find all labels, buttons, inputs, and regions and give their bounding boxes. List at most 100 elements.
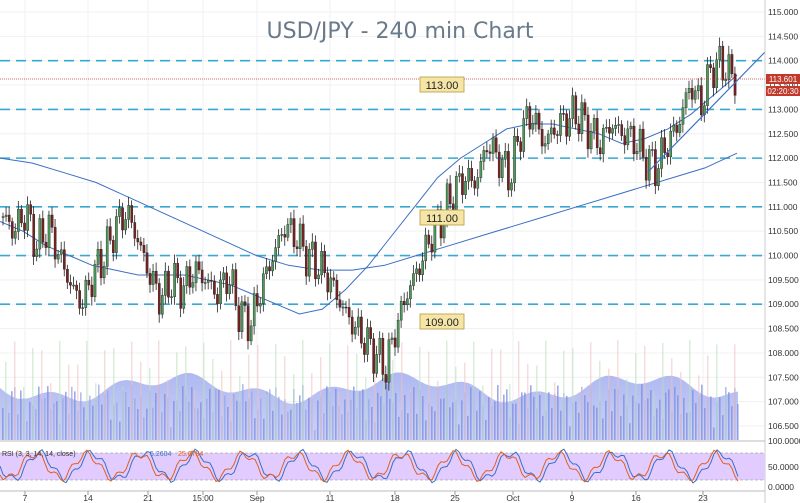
moving-average-slow: [0, 152, 738, 271]
volume-bar: [737, 404, 739, 440]
candle-body: [608, 127, 611, 134]
candle-body: [173, 262, 176, 297]
volume-bar: [425, 420, 427, 440]
volume-bar: [2, 407, 4, 440]
volume-bar: [542, 415, 544, 440]
volume-bar: [728, 392, 730, 440]
volume-spike: [239, 376, 241, 440]
volume-bar: [575, 401, 577, 440]
volume-spike: [500, 349, 502, 440]
candle-body: [219, 279, 222, 304]
volume-bar: [395, 392, 397, 440]
volume-bar: [389, 398, 391, 440]
candle-body: [580, 102, 584, 134]
volume-spike: [653, 391, 655, 440]
candle-body: [556, 134, 559, 136]
candle-body: [700, 85, 703, 116]
candle-body: [690, 88, 694, 100]
candle-body: [415, 268, 418, 274]
volume-spike: [419, 346, 421, 440]
volume-bar: [578, 412, 580, 440]
level-label-113: 113.00: [419, 76, 465, 93]
volume-bar: [362, 389, 364, 440]
price-tick-label: 106.500: [768, 421, 799, 431]
volume-spike: [599, 360, 601, 440]
candle-body: [402, 301, 406, 305]
candle-body: [494, 137, 498, 153]
candle-body: [133, 222, 137, 239]
volume-bar: [650, 390, 652, 440]
candle-body: [476, 177, 480, 189]
candle-body: [684, 92, 688, 108]
candle-body: [252, 293, 256, 327]
candle-body: [191, 282, 195, 288]
volume-spike: [104, 350, 106, 440]
volume-bar: [665, 392, 667, 440]
candle-body: [4, 214, 8, 217]
candle-body: [605, 127, 608, 129]
candle-body: [369, 327, 372, 339]
candle-body: [338, 299, 342, 308]
volume-bar: [704, 407, 706, 440]
volume-bar: [359, 391, 361, 440]
price-axis: 115.000 114.500 114.000 113.500 113.000 112.5…: [768, 7, 799, 431]
trendline: [647, 51, 766, 173]
candle-body: [301, 223, 305, 247]
candle-body: [329, 277, 333, 293]
volume-spike: [158, 340, 160, 440]
rsi-tick-100: 100.0000: [768, 436, 800, 446]
volume-spike: [518, 341, 520, 440]
candle-body: [41, 218, 45, 243]
candle-body: [467, 168, 470, 182]
candle-body: [482, 150, 486, 162]
candle-body: [118, 207, 121, 217]
volume-bar: [512, 403, 514, 440]
volume-bar: [710, 396, 712, 440]
time-tick-label: 11: [326, 493, 335, 503]
volume-bar: [62, 398, 64, 440]
volume-bar: [260, 398, 262, 440]
volume-bar: [191, 387, 193, 440]
candle-body: [598, 147, 602, 155]
rsi-pane: RSI (3, 3, 14, 14, close) 5.2604 25.6784…: [0, 436, 800, 492]
volume-bar: [89, 395, 91, 440]
candle-body: [696, 85, 700, 92]
volume-bar: [620, 415, 622, 440]
volume-bar: [245, 401, 247, 440]
volume-spike: [59, 340, 61, 440]
candle-body: [197, 261, 201, 271]
moving-average-fast: [0, 74, 738, 315]
volume-spike: [140, 361, 142, 440]
volume-bar: [44, 397, 46, 440]
volume-spike: [626, 378, 628, 440]
volume-spike: [437, 380, 439, 440]
volume-bar: [218, 389, 220, 440]
candle-body: [96, 248, 100, 265]
candle-body: [161, 295, 164, 315]
volume-bar: [440, 398, 442, 440]
price-tick-label: 112.000: [768, 153, 798, 163]
candle-body: [75, 284, 78, 291]
price-tick-label: 114.000: [768, 56, 798, 66]
candle-body: [733, 73, 737, 96]
volume-spike: [176, 352, 178, 440]
volume-bar: [596, 407, 598, 440]
candle-body: [353, 326, 357, 335]
volume-bar: [695, 403, 697, 440]
volume-bar: [263, 418, 265, 440]
candle-body: [20, 208, 23, 224]
candle-body: [675, 124, 679, 133]
volume-bar: [56, 401, 58, 440]
volume-bar: [17, 414, 19, 440]
volume-bar: [92, 405, 94, 440]
candle-body: [323, 251, 326, 274]
candle-body: [56, 254, 60, 260]
time-tick-label: 9: [570, 493, 575, 503]
price-tick-label: 114.500: [768, 31, 798, 41]
volume-bar: [332, 405, 334, 440]
volume-spike: [581, 387, 583, 440]
candle-body: [344, 306, 348, 309]
time-tick-label: 16: [631, 493, 641, 503]
candle-body: [7, 214, 11, 222]
candle-body: [641, 128, 645, 158]
